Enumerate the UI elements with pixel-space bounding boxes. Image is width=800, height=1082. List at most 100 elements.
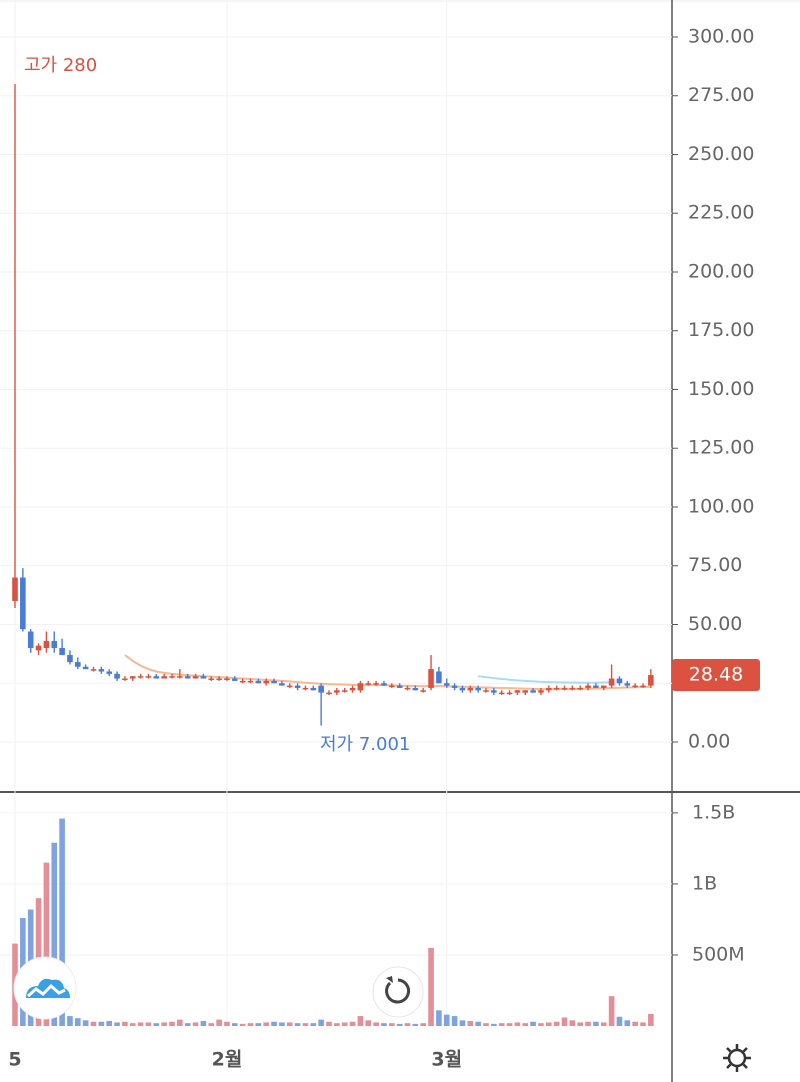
volume-bar	[106, 1021, 112, 1026]
candle-body	[122, 678, 128, 681]
candle-body	[561, 687, 568, 690]
volume-bar	[648, 1013, 654, 1026]
volume-bar	[271, 1021, 277, 1026]
y-tick-label: 0.00	[688, 730, 730, 752]
moving-average	[478, 675, 612, 684]
x-tick-label: 5	[8, 1049, 21, 1071]
volume-bar	[75, 1018, 81, 1026]
candle-body	[286, 685, 293, 688]
x-tick-label: 3월	[431, 1049, 462, 1071]
volume-bar	[302, 1023, 309, 1026]
candle-body	[161, 676, 167, 679]
candle-body	[208, 678, 215, 681]
candle-body	[443, 683, 450, 686]
volume-bar	[341, 1022, 348, 1026]
candle-body	[546, 687, 552, 691]
candle-body	[255, 680, 262, 684]
volume-bar	[326, 1021, 332, 1026]
candle-body	[271, 680, 277, 684]
candle-body	[67, 655, 73, 663]
volume-bar	[459, 1020, 466, 1026]
volume-bar	[451, 1016, 458, 1026]
candle-body	[216, 678, 222, 681]
y-tick-label: 200.00	[688, 260, 754, 282]
reset-circle[interactable]	[372, 966, 424, 1018]
volume-bar	[43, 862, 50, 1026]
volume-bar	[114, 1022, 120, 1026]
volume-bar	[161, 1022, 167, 1026]
volume-bar	[585, 1021, 591, 1026]
candle-body	[648, 675, 654, 686]
volume-bar	[145, 1022, 152, 1026]
candle-body	[381, 683, 387, 686]
volume-tick-label: 1.5B	[692, 801, 735, 823]
y-tick-label: 175.00	[688, 319, 754, 341]
candle-body	[459, 687, 466, 691]
volume-bar	[624, 1020, 631, 1026]
candle-body	[373, 683, 379, 685]
candle-body	[90, 669, 97, 671]
volume-bar	[561, 1017, 568, 1026]
candle-body	[169, 676, 175, 678]
candle-body	[412, 687, 419, 691]
volume-bar	[334, 1023, 340, 1026]
y-tick-label: 100.00	[688, 495, 754, 517]
volume-bar	[593, 1021, 599, 1026]
volume-bar	[389, 1023, 395, 1026]
candle-body	[506, 692, 513, 695]
volume-bar	[255, 1023, 262, 1026]
last-price-badge	[672, 659, 760, 692]
candle-body	[569, 687, 576, 690]
logo-button[interactable]	[13, 956, 77, 1020]
settings-button[interactable]	[723, 1044, 751, 1072]
volume-tick-label: 1B	[692, 872, 717, 894]
y-tick-label: 225.00	[688, 202, 754, 224]
volume-bar	[632, 1021, 638, 1026]
candle-body	[137, 676, 144, 678]
reset-arrow[interactable]	[385, 978, 411, 1004]
volume-bar	[357, 1016, 364, 1026]
candle-body	[153, 676, 160, 679]
volume-bar	[318, 1019, 324, 1026]
logo-line[interactable]	[27, 983, 66, 998]
volume-bar	[600, 1022, 607, 1026]
low-annotation: 저가 7.001	[320, 734, 410, 755]
volume-bar	[608, 996, 615, 1026]
volume-bar	[137, 1022, 144, 1026]
candle-body	[302, 687, 309, 690]
candle-body	[318, 685, 324, 693]
gear-body[interactable]	[727, 1048, 747, 1068]
candle-body	[35, 645, 42, 651]
volume-bar	[640, 1022, 646, 1026]
reset-arrowhead[interactable]	[386, 976, 393, 983]
candle-body	[326, 692, 332, 695]
candle-body	[428, 669, 434, 688]
volume-bar	[51, 842, 58, 1026]
candle-body	[51, 640, 58, 648]
candle-body	[389, 685, 395, 688]
volume-bar	[436, 1010, 442, 1026]
candle-body	[177, 676, 183, 678]
y-tick-label: 50.00	[688, 613, 742, 635]
candle-body	[341, 690, 348, 692]
candle-body	[263, 680, 269, 684]
candle-body	[530, 690, 536, 693]
volume-bar	[310, 1023, 317, 1026]
candle-body	[420, 690, 426, 692]
volume-bar	[396, 1023, 403, 1026]
candle-body	[98, 669, 105, 672]
gear-teeth[interactable]	[723, 1044, 751, 1072]
volume-bar	[294, 1023, 301, 1026]
candle-body	[616, 678, 623, 684]
volume-bar	[491, 1023, 497, 1026]
candle-body	[538, 690, 544, 693]
volume-bar	[506, 1023, 513, 1026]
reset-button[interactable]	[372, 966, 424, 1018]
volume-bar	[169, 1021, 175, 1026]
volume-bar	[546, 1022, 552, 1026]
candle-body	[514, 690, 521, 693]
volume-bar	[365, 1020, 372, 1026]
volume-bar	[239, 1023, 246, 1026]
volume-bar	[428, 947, 434, 1026]
